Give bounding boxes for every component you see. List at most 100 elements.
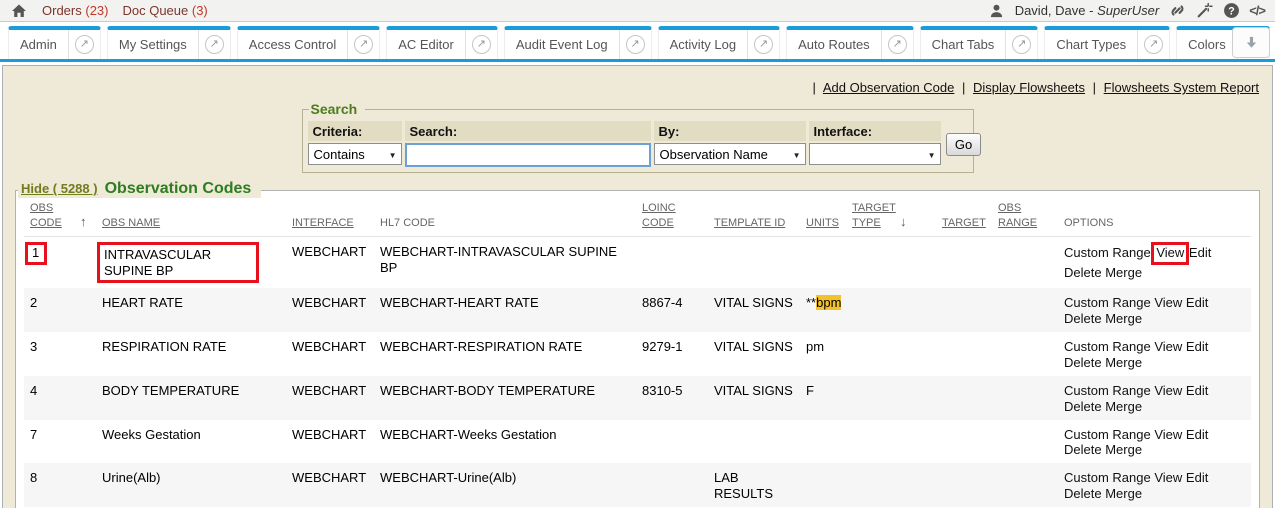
code-icon[interactable]: </> bbox=[1249, 3, 1266, 18]
help-icon[interactable]: ? bbox=[1222, 2, 1240, 20]
col-target[interactable]: TARGET bbox=[942, 216, 986, 229]
delete-link[interactable]: Delete bbox=[1064, 442, 1102, 458]
tab-admin[interactable]: Admin ↗ bbox=[8, 26, 101, 59]
delete-link[interactable]: Delete bbox=[1064, 264, 1102, 280]
delete-link[interactable]: Delete bbox=[1064, 486, 1102, 502]
tab-audit-event-log[interactable]: Audit Event Log ↗ bbox=[503, 26, 652, 59]
doc-queue-link[interactable]: Doc Queue (3) bbox=[122, 3, 207, 18]
search-panel: Search Criteria: Search: By: Interface: … bbox=[301, 101, 982, 173]
open-in-new-icon[interactable]: ↗ bbox=[1005, 30, 1037, 59]
tab-ac-editor[interactable]: AC Editor ↗ bbox=[386, 26, 498, 59]
tab-scroll-down-button[interactable] bbox=[1232, 27, 1270, 58]
tab-my-settings[interactable]: My Settings ↗ bbox=[106, 26, 231, 59]
edit-link[interactable]: Edit bbox=[1185, 382, 1209, 398]
merge-link[interactable]: Merge bbox=[1105, 354, 1143, 370]
open-in-new-icon[interactable]: ↗ bbox=[747, 30, 779, 59]
interface-select[interactable]: ▼ bbox=[808, 143, 941, 165]
edit-link[interactable]: Edit bbox=[1188, 244, 1212, 260]
edit-link[interactable]: Edit bbox=[1185, 470, 1209, 486]
col-template-id[interactable]: TEMPLATE ID bbox=[714, 216, 786, 229]
col-hl7-code: HL7 CODE bbox=[380, 216, 436, 229]
obs-range-cell bbox=[992, 463, 1058, 507]
display-flowsheets-link[interactable]: Display Flowsheets bbox=[973, 80, 1086, 95]
user-menu[interactable]: David, Dave - SuperUser bbox=[1015, 3, 1160, 18]
tab-label: My Settings bbox=[118, 37, 187, 52]
table-row: 2 HEART RATE WEBCHART WEBCHART-HEART RAT… bbox=[24, 288, 1251, 333]
hl7-code-cell: WEBCHART-RESPIRATION RATE bbox=[380, 339, 583, 355]
open-in-new-icon[interactable]: ↗ bbox=[880, 30, 913, 59]
template-id-cell: VITAL SIGNS bbox=[714, 339, 793, 355]
open-in-new-icon[interactable]: ↗ bbox=[464, 30, 497, 59]
col-loinc-code[interactable]: LOINC CODE bbox=[642, 202, 676, 229]
edit-link[interactable]: Edit bbox=[1185, 295, 1209, 311]
wand-icon[interactable] bbox=[1195, 2, 1213, 20]
merge-link[interactable]: Merge bbox=[1105, 442, 1143, 458]
add-observation-code-link[interactable]: Add Observation Code bbox=[822, 80, 955, 95]
merge-link[interactable]: Merge bbox=[1105, 398, 1143, 414]
tab-auto-routes[interactable]: Auto Routes ↗ bbox=[786, 26, 914, 59]
user-name: David, Dave - bbox=[1014, 3, 1098, 18]
criteria-select-value: Contains bbox=[313, 147, 365, 162]
hide-count-link[interactable]: Hide ( 5288 ) bbox=[21, 181, 98, 196]
col-obs-range[interactable]: OBS RANGE bbox=[998, 202, 1038, 229]
col-units[interactable]: UNITS bbox=[806, 216, 839, 229]
link-icon[interactable] bbox=[1168, 2, 1186, 20]
obs-name: BODY TEMPERATURE bbox=[96, 375, 286, 420]
custom-range-link[interactable]: Custom Range bbox=[1064, 426, 1151, 442]
col-obs-code[interactable]: OBS CODE bbox=[30, 202, 62, 229]
col-interface[interactable]: INTERFACE bbox=[292, 216, 354, 229]
view-link[interactable]: View bbox=[1154, 339, 1183, 355]
custom-range-link[interactable]: Custom Range bbox=[1064, 470, 1151, 486]
go-button[interactable]: Go bbox=[945, 132, 982, 156]
delete-link[interactable]: Delete bbox=[1064, 311, 1102, 327]
tab-chart-tabs[interactable]: Chart Tabs ↗ bbox=[919, 26, 1039, 59]
view-link[interactable]: View bbox=[1156, 244, 1185, 260]
custom-range-link[interactable]: Custom Range bbox=[1064, 382, 1151, 398]
custom-range-link[interactable]: Custom Range bbox=[1064, 339, 1151, 355]
flowsheets-system-report-link[interactable]: Flowsheets System Report bbox=[1103, 80, 1259, 95]
delete-link[interactable]: Delete bbox=[1064, 398, 1102, 414]
interface-cell: WEBCHART bbox=[286, 463, 374, 507]
custom-range-link[interactable]: Custom Range bbox=[1064, 295, 1151, 311]
open-in-new-icon[interactable]: ↗ bbox=[618, 30, 651, 59]
tab-activity-log[interactable]: Activity Log ↗ bbox=[657, 26, 781, 59]
target-cell bbox=[936, 288, 992, 333]
merge-link[interactable]: Merge bbox=[1105, 486, 1143, 502]
edit-link[interactable]: Edit bbox=[1185, 426, 1209, 442]
custom-range-link[interactable]: Custom Range bbox=[1064, 244, 1151, 260]
search-label: Search: bbox=[404, 121, 651, 141]
col-obs-name[interactable]: OBS NAME bbox=[102, 216, 161, 229]
annotation-box: View bbox=[1151, 241, 1190, 265]
delete-link[interactable]: Delete bbox=[1064, 354, 1102, 370]
by-select[interactable]: Observation Name ▼ bbox=[653, 143, 806, 165]
annotation-box: INTRAVASCULAR SUPINE BP bbox=[97, 241, 259, 284]
open-in-new-icon[interactable]: ↗ bbox=[197, 30, 230, 59]
dropdown-arrow-icon: ▼ bbox=[927, 151, 936, 160]
merge-link[interactable]: Merge bbox=[1105, 264, 1143, 280]
search-input[interactable] bbox=[404, 143, 651, 167]
view-link[interactable]: View bbox=[1154, 295, 1183, 311]
view-link[interactable]: View bbox=[1154, 382, 1183, 398]
target-type-cell bbox=[846, 332, 894, 376]
interface-label: Interface: bbox=[808, 121, 941, 141]
table-row: 9 Urine(Glu) WEBCHART WEBCHART-Urine(Glu… bbox=[24, 507, 1251, 508]
obs-code: 4 bbox=[24, 375, 74, 420]
separator: | bbox=[962, 80, 966, 95]
criteria-select[interactable]: Contains ▼ bbox=[307, 143, 402, 165]
tab-chart-types[interactable]: Chart Types ↗ bbox=[1044, 26, 1171, 59]
view-link[interactable]: View bbox=[1154, 470, 1183, 486]
open-in-new-icon[interactable]: ↗ bbox=[67, 30, 100, 59]
tab-access-control[interactable]: Access Control ↗ bbox=[236, 26, 381, 59]
orders-link[interactable]: Orders (23) bbox=[42, 3, 108, 18]
edit-link[interactable]: Edit bbox=[1185, 339, 1209, 355]
view-link[interactable]: View bbox=[1154, 426, 1183, 442]
sort-desc-icon[interactable]: ↓ bbox=[900, 213, 907, 229]
merge-link[interactable]: Merge bbox=[1105, 311, 1143, 327]
sort-asc-icon[interactable]: ↑ bbox=[80, 213, 87, 229]
table-row: 1 INTRAVASCULAR SUPINE BP WEBCHART WEBCH… bbox=[24, 236, 1251, 288]
open-in-new-icon[interactable]: ↗ bbox=[347, 30, 379, 59]
home-icon[interactable] bbox=[10, 2, 28, 20]
open-in-new-icon[interactable]: ↗ bbox=[1137, 30, 1169, 59]
target-cell bbox=[936, 375, 992, 420]
col-target-type[interactable]: TARGET TYPE bbox=[852, 202, 896, 229]
